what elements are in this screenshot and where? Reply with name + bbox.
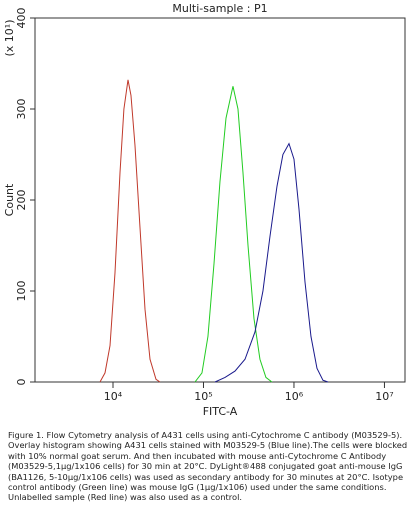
histogram-line [194,86,273,383]
histogram-line [99,79,161,383]
x-tick-label: 10⁴ [104,390,123,403]
caption: Figure 1. Flow Cytometry analysis of A43… [8,430,408,503]
chart-title: Multi-sample : P1 [172,2,267,15]
x-tick-label: 10⁷ [375,390,393,403]
y-multiplier: (x 10¹) [3,20,16,57]
x-tick-label: 10⁵ [194,390,212,403]
chart: Multi-sample : P1 FITC-A Count (x 10¹) 0… [3,2,406,418]
y-axis-title: Count [3,183,16,216]
y-tick-label: 300 [15,99,28,120]
x-axis-title: FITC-A [203,405,238,418]
y-tick-label: 400 [15,8,28,29]
y-tick-label: 200 [15,190,28,211]
x-tick-label: 10⁶ [285,390,304,403]
y-tick-label: 0 [15,379,28,386]
y-tick-label: 100 [15,281,28,302]
histogram-line [214,142,329,383]
plot-frame [34,17,406,383]
